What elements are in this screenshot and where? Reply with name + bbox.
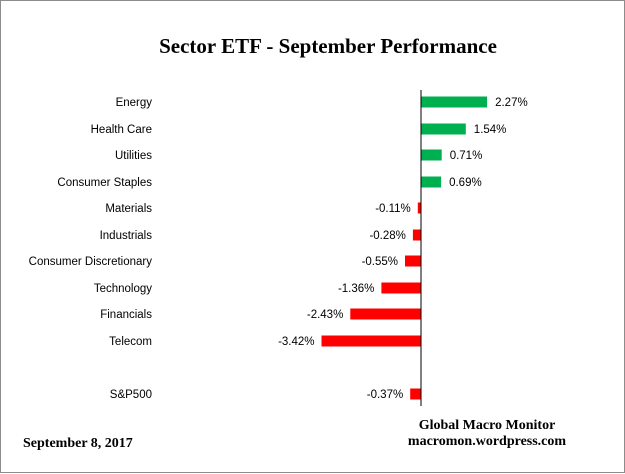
value-label-health-care: 1.54% (474, 124, 507, 136)
bar-utilities (421, 149, 442, 161)
labels-layer: Energy 2.27% Health Care 1.54% Utilities 0.71… (29, 97, 528, 401)
value-label-financials: -2.43% (307, 309, 343, 321)
bar-industrials (412, 229, 421, 241)
bar-consumer-staples (421, 176, 442, 188)
value-label-energy: 2.27% (495, 97, 528, 109)
bar-technology (381, 282, 421, 294)
value-label-technology: -1.36% (338, 283, 374, 295)
category-label-health-care: Health Care (91, 124, 152, 136)
category-label-telecom: Telecom (109, 336, 152, 348)
value-label-materials: -0.11% (375, 203, 411, 215)
value-label-industrials: -0.28% (369, 230, 405, 242)
bar-financials (350, 308, 421, 320)
value-label-telecom: -3.42% (278, 336, 314, 348)
value-label-consumer-discretionary: -0.55% (362, 256, 398, 268)
chart-date: September 8, 2017 (23, 436, 133, 451)
bar-health-care (421, 123, 466, 135)
chart-title: Sector ETF - September Performance (159, 34, 497, 58)
bar-sandp500 (410, 388, 421, 400)
category-label-utilities: Utilities (115, 150, 152, 162)
category-label-energy: Energy (116, 97, 153, 109)
bar-telecom (321, 335, 421, 347)
category-label-industrials: Industrials (100, 230, 153, 242)
value-label-consumer-staples: 0.69% (449, 177, 482, 189)
category-label-sandp500: S&P500 (110, 389, 152, 401)
value-label-sandp500: -0.37% (367, 389, 403, 401)
bars-layer (321, 96, 488, 400)
category-label-technology: Technology (94, 283, 152, 295)
source-url: macromon.wordpress.com (408, 434, 566, 449)
value-label-utilities: 0.71% (450, 150, 483, 162)
bar-energy (421, 96, 488, 108)
category-label-financials: Financials (100, 309, 152, 321)
category-label-consumer-discretionary: Consumer Discretionary (29, 256, 153, 268)
bar-consumer-discretionary (405, 255, 421, 267)
bar-materials (417, 202, 421, 214)
source-name: Global Macro Monitor (419, 418, 556, 433)
category-label-materials: Materials (105, 203, 152, 215)
category-label-consumer-staples: Consumer Staples (57, 177, 152, 189)
